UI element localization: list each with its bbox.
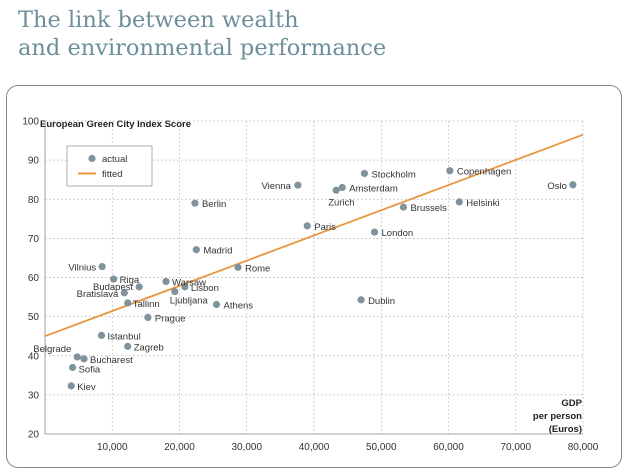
point-ljubljana: [171, 287, 179, 296]
point-label-ljubljana: Ljubljana: [170, 296, 209, 307]
point-label-brussels: Brussels: [410, 203, 447, 214]
point-label-lisbon: Lisbon: [191, 283, 219, 294]
chart-frame: [6, 85, 622, 468]
point-label-tallinn: Tallinn: [133, 299, 160, 310]
x-tick-label: 40,000: [299, 442, 330, 453]
point-rome: [234, 263, 242, 271]
point-label-kiev: Kiev: [77, 382, 96, 393]
legend-actual-marker: [88, 154, 96, 163]
point-label-rome: Rome: [245, 263, 270, 274]
point-label-paris: Paris: [314, 222, 336, 233]
point-prague: [144, 313, 152, 322]
point-zurich: [332, 186, 340, 194]
point-bratislava: [120, 289, 128, 297]
point-helsinki: [455, 198, 463, 206]
legend-fitted-label: fitted: [102, 169, 123, 180]
point-lisbon: [181, 283, 189, 291]
point-tallinn: [124, 299, 132, 307]
y-tick-label: 20: [28, 430, 40, 441]
point-label-amsterdam: Amsterdam: [349, 184, 398, 195]
point-label-riga: Riga: [120, 275, 140, 286]
point-paris: [303, 222, 311, 230]
point-label-belgrade: Belgrade: [33, 344, 71, 355]
point-label-berlin: Berlin: [202, 199, 226, 210]
point-warsaw: [162, 277, 170, 286]
x-tick-label: 80,000: [568, 442, 599, 453]
y-tick-label: 50: [28, 312, 40, 323]
axes: [44, 121, 583, 435]
x-tick-label: 60,000: [433, 442, 464, 453]
fitted-line-group: [44, 133, 584, 338]
x-axis-title: GDP per person (Euros): [533, 398, 583, 435]
point-label-budapest: Budapest: [93, 282, 134, 293]
point-zagreb: [124, 342, 132, 350]
chart-title: The link between wealth and environmenta…: [18, 6, 386, 62]
point-belgrade: [73, 353, 81, 361]
point-berlin: [191, 199, 199, 207]
point-label-stockholm: Stockholm: [371, 169, 415, 180]
point-athens: [212, 300, 221, 309]
legend-box: [66, 145, 153, 187]
point-label-madrid: Madrid: [203, 246, 232, 257]
point-madrid: [192, 246, 200, 254]
legend-actual-label: actual: [102, 154, 127, 165]
y-tick-label: 60: [28, 273, 40, 284]
point-amsterdam: [338, 183, 346, 192]
chart-title-line-2: and environmental performance: [18, 35, 387, 61]
point-labels: Oslo Copenhagen Helsinki Stockholm Amsterdam…: [33, 167, 567, 393]
point-label-bratislava: Bratislava: [77, 289, 119, 300]
y-tick-label: 70: [28, 234, 40, 245]
x-tick-label: 70,000: [500, 442, 531, 453]
y-tick-label: 40: [28, 351, 40, 362]
x-axis-title-line-3: (Euros): [549, 424, 582, 435]
point-label-london: London: [382, 228, 414, 239]
point-oslo: [569, 181, 577, 189]
point-label-oslo: Oslo: [547, 181, 567, 192]
point-stockholm: [360, 169, 369, 178]
point-label-istanbul: Istanbul: [107, 331, 140, 342]
point-vilnius: [98, 262, 106, 271]
point-label-zurich: Zurich: [328, 197, 354, 208]
y-tick-label: 80: [28, 195, 40, 206]
tick-labels: 20 30 40 50 60 70 80 90 100 10,000 20,000 30,000 40,…: [22, 117, 598, 454]
point-brussels: [399, 203, 408, 211]
point-riga: [109, 275, 118, 283]
y-tick-label: 100: [22, 117, 39, 128]
data-points: [67, 167, 577, 390]
point-label-athens: Athens: [223, 300, 253, 311]
x-tick-label: 50,000: [366, 442, 397, 453]
point-vienna: [294, 181, 302, 189]
point-label-vilnius: Vilnius: [68, 263, 96, 274]
point-london: [370, 228, 379, 236]
x-axis-title-line-1: GDP: [561, 398, 582, 409]
point-copenhagen: [446, 167, 454, 175]
y-tick-label: 90: [28, 156, 40, 167]
point-kiev: [67, 382, 75, 390]
point-label-zagreb: Zagreb: [134, 342, 164, 353]
point-label-copenhagen: Copenhagen: [457, 167, 511, 178]
point-istanbul: [97, 331, 106, 340]
point-label-sofia: Sofia: [79, 364, 101, 375]
fitted-line: [44, 133, 584, 338]
x-axis-title-line-2: per person: [533, 411, 582, 422]
x-tick-label: 30,000: [231, 442, 262, 453]
x-tick-label: 10,000: [97, 442, 128, 453]
point-sofia: [68, 363, 77, 372]
point-label-prague: Prague: [155, 313, 186, 324]
y-axis-title: European Green City Index Score: [40, 119, 191, 130]
legend: actual fitted: [66, 145, 153, 187]
point-bucharest: [80, 355, 88, 363]
point-label-warsaw: Warsaw: [172, 277, 206, 288]
chart-title-line-1: The link between wealth: [18, 7, 299, 33]
x-tick-label: 20,000: [164, 442, 195, 453]
point-budapest: [135, 283, 143, 291]
y-tick-label: 30: [28, 390, 40, 401]
point-label-bucharest: Bucharest: [90, 355, 133, 366]
point-label-dublin: Dublin: [368, 296, 395, 307]
point-label-vienna: Vienna: [261, 181, 291, 192]
point-dublin: [357, 296, 365, 304]
point-label-helsinki: Helsinki: [466, 198, 499, 209]
